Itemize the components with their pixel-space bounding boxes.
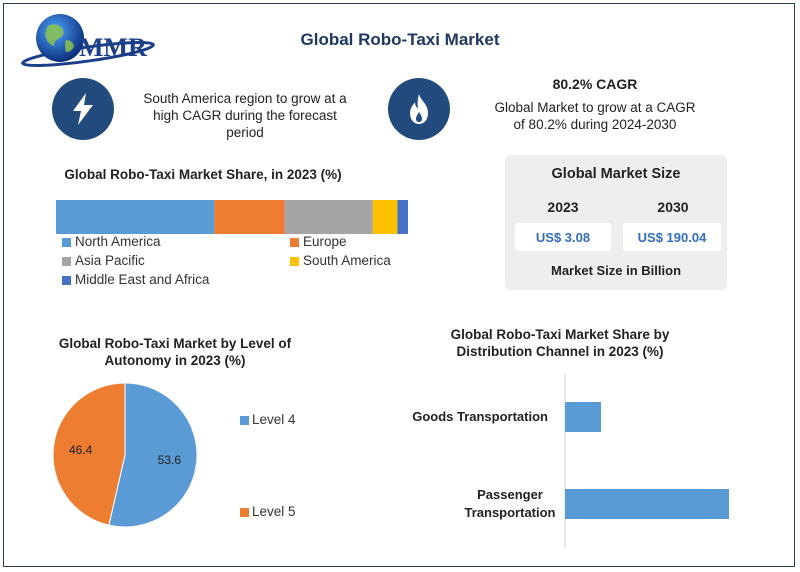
year-2030-label: 2030 <box>657 199 689 215</box>
distribution-chart-title: Global Robo-Taxi Market Share by Distrib… <box>450 327 670 359</box>
legend-label-asia-pacific: Asia Pacific <box>75 253 145 268</box>
cagr-note: Global Market to grow at a CAGR of 80.2%… <box>494 100 696 132</box>
globe-icon: MMR <box>21 14 155 68</box>
flame-icon <box>388 78 450 140</box>
year-2023-label: 2023 <box>547 199 579 215</box>
logo-text: MMR <box>79 33 147 62</box>
market-size-title: Global Market Size <box>551 166 681 182</box>
pie-slice-level-5 <box>52 382 126 526</box>
south-america-note: South America region to grow at a high C… <box>143 91 347 140</box>
bar-passenger-transportation <box>565 489 729 519</box>
market-size-panel: Global Market Size 2023 2030 US$ 3.08 US… <box>505 155 727 290</box>
mmr-logo: MMR <box>18 8 168 70</box>
regional-share-chart-title: Global Robo-Taxi Market Share, in 2023 (… <box>64 167 342 182</box>
distribution-bar-chart: Goods Transportation Passenger Transportat… <box>412 374 729 548</box>
legend-swatch-europe <box>290 238 299 247</box>
stack-segment-asia-pacific <box>284 200 373 234</box>
cagr-heading: 80.2% CAGR <box>552 76 638 92</box>
page-title: Global Robo-Taxi Market <box>300 30 500 49</box>
legend-label-south-america: South America <box>303 253 391 268</box>
legend-swatch-south-america <box>290 257 299 266</box>
legend-swatch-north-america <box>62 238 71 247</box>
autonomy-chart-title: Global Robo-Taxi Market by Level of Auto… <box>58 336 292 368</box>
bar-label-passenger: Passenger <box>477 487 543 502</box>
legend-label-level-4: Level 4 <box>252 412 296 427</box>
legend-swatch-middle-east-and-africa <box>62 276 71 285</box>
value-2030: US$ 190.04 <box>623 223 721 251</box>
infographic-frame <box>3 3 795 567</box>
stack-segment-north-america <box>56 200 215 234</box>
legend-swatch-level-5 <box>240 508 249 517</box>
stack-segment-south-america <box>372 200 398 234</box>
pie-slice-level-4 <box>108 382 198 528</box>
autonomy-pie-chart: 53.6 46.4 <box>52 382 198 528</box>
stack-segment-middle-east-and-africa <box>397 200 408 234</box>
legend-swatch-asia-pacific <box>62 257 71 266</box>
legend-label-level-5: Level 5 <box>252 504 296 519</box>
bar-goods-transportation <box>565 402 601 432</box>
bar-label-goods-transportation: Goods Transportation <box>412 409 548 424</box>
pie-label-level-5: 46.4 <box>69 443 93 457</box>
value-2023: US$ 3.08 <box>515 223 611 251</box>
market-size-footer: Market Size in Billion <box>550 263 682 278</box>
stack-segment-europe <box>214 200 285 234</box>
legend-label-north-america: North America <box>75 234 161 249</box>
legend-swatch-level-4 <box>240 416 249 425</box>
bar-label-transportation: Transportation <box>464 505 555 520</box>
legend-label-middle-east-and-africa: Middle East and Africa <box>75 272 210 287</box>
legend-label-europe: Europe <box>303 234 347 249</box>
regional-share-stacked-bar <box>56 200 408 234</box>
pie-label-level-4: 53.6 <box>158 453 182 467</box>
lightning-bolt-icon <box>52 78 114 140</box>
